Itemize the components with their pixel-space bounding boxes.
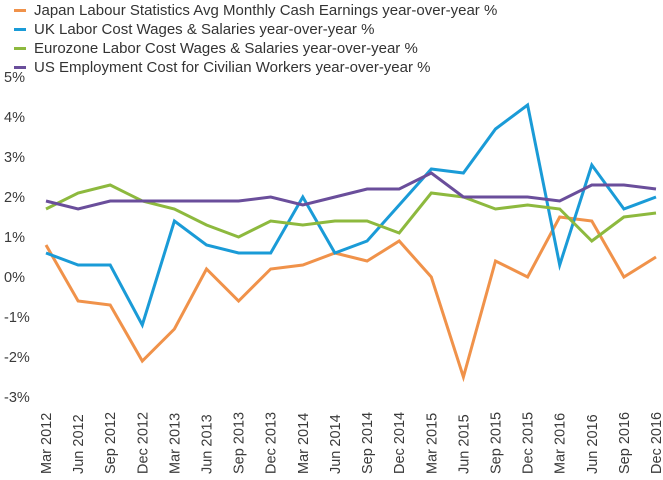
x-tick-label: Dec 2014 xyxy=(392,412,408,474)
x-tick-label: Mar 2016 xyxy=(553,413,569,474)
x-tick-label: Dec 2016 xyxy=(649,412,663,474)
legend-item-uk: UK Labor Cost Wages & Salaries year-over… xyxy=(14,20,497,39)
x-tick-label: Jun 2015 xyxy=(456,414,472,474)
series-line-3 xyxy=(45,171,657,211)
x-tick-label: Jun 2014 xyxy=(328,414,344,474)
x-tick-label: Sep 2016 xyxy=(617,412,633,474)
x-tick-label: Dec 2012 xyxy=(135,412,151,474)
legend-swatch-us xyxy=(14,66,26,69)
legend-item-japan: Japan Labour Statistics Avg Monthly Cash… xyxy=(14,1,497,20)
y-tick-label: 1% xyxy=(4,230,25,246)
x-tick-label: Jun 2012 xyxy=(71,414,87,474)
y-tick-label: -1% xyxy=(4,310,30,326)
legend-swatch-japan xyxy=(14,9,26,12)
x-tick-label: Mar 2013 xyxy=(167,413,183,474)
y-tick-label: 3% xyxy=(4,150,25,166)
x-tick-label: Dec 2015 xyxy=(521,412,537,474)
legend-item-eurozone: Eurozone Labor Cost Wages & Salaries yea… xyxy=(14,39,497,58)
x-tick-label: Jun 2013 xyxy=(200,414,216,474)
x-tick-label: Jun 2016 xyxy=(585,414,601,474)
x-tick-label: Sep 2015 xyxy=(488,412,504,474)
x-tick-label: Dec 2013 xyxy=(264,412,280,474)
x-tick-label: Mar 2015 xyxy=(424,413,440,474)
y-tick-label: 0% xyxy=(4,270,25,286)
legend-swatch-uk xyxy=(14,28,26,31)
series-line-1 xyxy=(45,102,657,329)
legend-label-us: US Employment Cost for Civilian Workers … xyxy=(34,59,431,76)
legend-swatch-eurozone xyxy=(14,47,26,50)
y-tick-label: 2% xyxy=(4,190,25,206)
series-line-0 xyxy=(44,215,657,383)
chart-legend: Japan Labour Statistics Avg Monthly Cash… xyxy=(14,1,497,77)
y-tick-label: 4% xyxy=(4,110,25,126)
y-tick-label: -3% xyxy=(4,390,30,406)
legend-label-uk: UK Labor Cost Wages & Salaries year-over… xyxy=(34,21,375,38)
x-tick-label: Sep 2012 xyxy=(103,412,119,474)
legend-label-eurozone: Eurozone Labor Cost Wages & Salaries yea… xyxy=(34,40,418,57)
legend-item-us: US Employment Cost for Civilian Workers … xyxy=(14,58,497,77)
x-tick-label: Mar 2014 xyxy=(296,413,312,474)
x-tick-label: Sep 2013 xyxy=(232,412,248,474)
x-tick-label: Sep 2014 xyxy=(360,412,376,474)
x-tick-label: Mar 2012 xyxy=(39,413,55,474)
y-tick-label: -2% xyxy=(4,350,30,366)
y-tick-label: 5% xyxy=(4,70,25,86)
legend-label-japan: Japan Labour Statistics Avg Monthly Cash… xyxy=(34,2,498,19)
